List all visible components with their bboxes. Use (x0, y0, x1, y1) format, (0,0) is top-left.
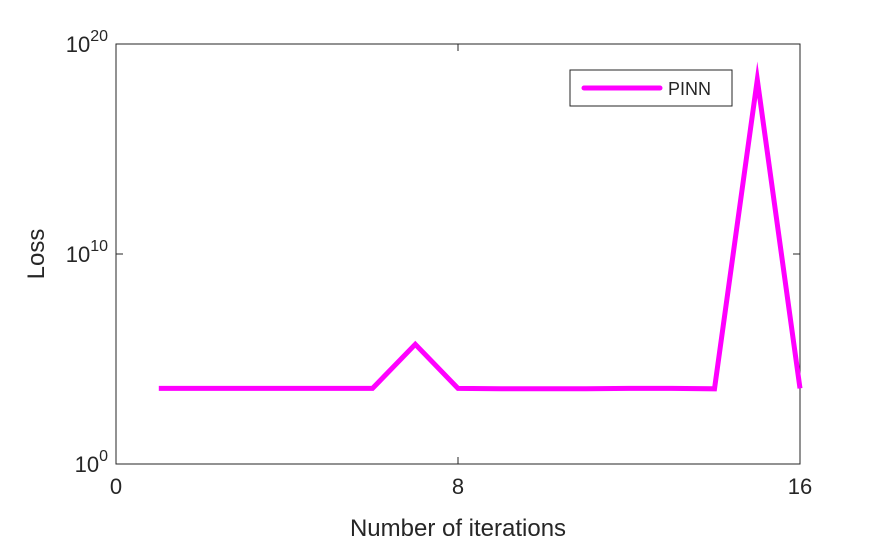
y-tick-base: 10 (66, 242, 90, 267)
series-layer (158, 61, 803, 392)
series-line-pinn (158, 61, 803, 392)
x-axis-label: Number of iterations (350, 515, 566, 542)
y-tick-label: 1010 (66, 238, 108, 267)
y-tick-exponent: 0 (99, 448, 108, 465)
y-tick-base: 10 (75, 452, 99, 477)
x-tick-label: 16 (788, 474, 812, 499)
x-tick-label: 0 (110, 474, 122, 499)
y-tick-exponent: 10 (90, 238, 108, 255)
y-tick-exponent: 20 (90, 28, 108, 45)
legend: PINN (569, 69, 733, 107)
legend-label-pinn: PINN (668, 79, 711, 99)
axes-box (115, 43, 801, 465)
plot-area (115, 43, 801, 465)
y-tick-label: 1020 (66, 28, 108, 57)
x-tick-label: 8 (452, 474, 464, 499)
y-tick-label: 100 (75, 448, 108, 477)
x-axis-ticks: 0 8 16 (110, 44, 812, 499)
y-tick-base: 10 (66, 32, 90, 57)
y-axis-label: Loss (23, 229, 50, 280)
